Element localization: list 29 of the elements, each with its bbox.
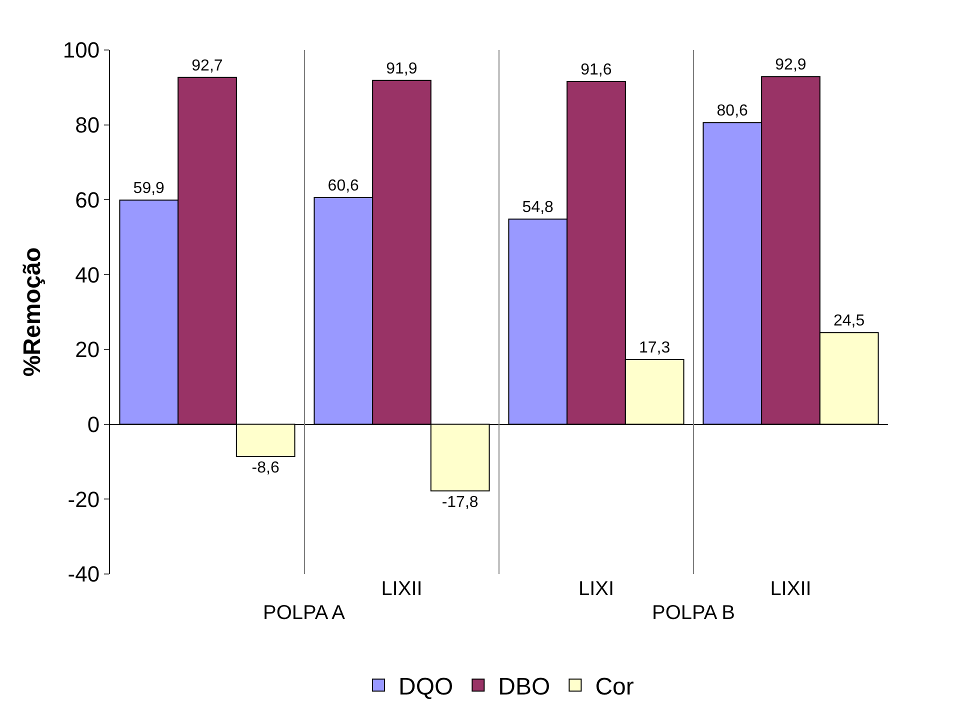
data-label: 59,9: [133, 180, 165, 198]
data-label: 80,6: [716, 102, 748, 120]
data-label: 17,3: [638, 340, 670, 357]
data-label: 24,5: [833, 312, 865, 330]
data-label: -8,6: [252, 459, 280, 476]
text: POLPA A: [263, 602, 346, 624]
data-label: -17,8: [442, 494, 478, 511]
legend-label: Cor: [595, 674, 634, 701]
data-label: 60,6: [328, 177, 360, 194]
y-tick-label: 80: [75, 112, 100, 138]
y-tick-label: 40: [75, 262, 100, 288]
y-tick-label: -20: [68, 486, 100, 512]
data-label: 91,6: [580, 61, 612, 78]
y-axis-title: %Remoção: [18, 247, 46, 377]
data-label: 54,8: [522, 199, 554, 216]
y-tick-label: -40: [68, 562, 100, 587]
x-tick-label: LIXI: [578, 578, 614, 600]
data-label: 92,7: [192, 57, 223, 74]
y-tick-label: 60: [75, 187, 100, 212]
y-tick-label: 0: [87, 412, 100, 437]
y-tick-label: 20: [75, 337, 100, 362]
x-tick-label: LIXII: [770, 578, 812, 600]
data-label: 92,9: [775, 56, 806, 74]
x-tick-label: LIXII: [381, 578, 422, 600]
text: POLPA B: [652, 602, 736, 624]
y-tick-label: 100: [62, 38, 100, 63]
data-label: 91,9: [386, 60, 418, 78]
legend-label: DQO: [398, 674, 454, 701]
legend-label: DBO: [498, 674, 550, 701]
